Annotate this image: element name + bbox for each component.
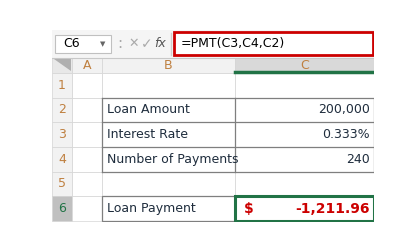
Bar [52,73,72,98]
Bar [52,122,72,147]
Bar [235,58,374,73]
Text: =PMT(C3,C4,C2): =PMT(C3,C4,C2) [181,37,285,50]
Bar [72,147,102,172]
Bar [52,172,72,196]
Bar [235,98,374,122]
Bar [235,172,374,196]
Bar [235,122,374,147]
Text: ✓: ✓ [141,37,152,51]
Bar [72,122,102,147]
Text: 4: 4 [58,153,66,166]
Text: 5: 5 [58,177,66,190]
Text: Interest Rate: Interest Rate [107,128,188,141]
Bar [52,196,72,221]
Text: 240: 240 [346,153,370,166]
Bar [174,32,373,55]
Bar [235,196,374,221]
Text: :: : [118,36,123,51]
Text: 3: 3 [58,128,66,141]
Text: Loan Amount: Loan Amount [107,104,190,117]
Bar [52,98,72,122]
Bar [52,30,374,58]
Bar [72,196,102,221]
Text: fx: fx [155,37,166,50]
Text: 200,000: 200,000 [318,104,370,117]
Text: C6: C6 [63,37,79,50]
Bar [72,172,102,196]
Bar [72,58,102,73]
Bar [102,122,235,147]
Text: 2: 2 [58,104,66,117]
Bar [52,147,72,172]
Text: Loan Payment: Loan Payment [107,202,196,215]
Text: 0.333%: 0.333% [322,128,370,141]
Text: -1,211.96: -1,211.96 [295,201,370,216]
Bar [102,172,235,196]
Text: $: $ [244,201,254,216]
Text: Number of Payments: Number of Payments [107,153,238,166]
Bar [102,73,235,98]
Bar [235,196,374,221]
Text: A: A [83,59,91,72]
Bar [55,35,111,53]
Bar [72,73,102,98]
Text: ✕: ✕ [129,37,139,50]
Bar [235,147,374,172]
Text: B: B [164,59,173,72]
Text: 6: 6 [58,202,66,215]
Polygon shape [54,59,71,71]
Bar [102,196,235,221]
Bar [72,98,102,122]
Text: ▼: ▼ [100,41,106,47]
Bar [102,98,235,122]
Bar [52,58,72,73]
Bar [102,196,235,221]
Bar [102,147,235,172]
Text: C: C [300,59,309,72]
Text: 1: 1 [58,79,66,92]
Bar [102,58,235,73]
Bar [235,73,374,98]
